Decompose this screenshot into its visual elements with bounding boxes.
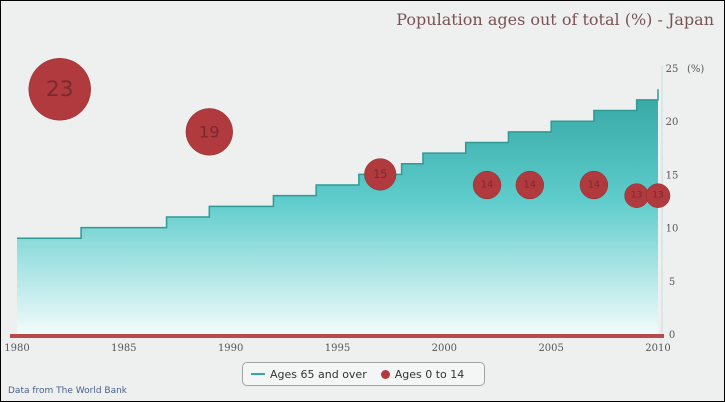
bubble-data-label: 15 <box>373 168 387 181</box>
chart-title: Population ages out of total (%) - Japan <box>396 10 714 29</box>
y-tick-label: 5 <box>669 277 675 288</box>
area-fill-ages-65 <box>17 89 658 334</box>
chart-legend: Ages 65 and over Ages 0 to 14 <box>242 362 485 386</box>
legend-label-ages-0-14: Ages 0 to 14 <box>394 367 465 381</box>
y-tick-label: 15 <box>666 170 679 181</box>
x-tick-label: 1995 <box>325 343 350 354</box>
y-tick-label: 25 <box>666 64 679 75</box>
bubble-point[interactable] <box>579 170 609 200</box>
bubble-data-label: 19 <box>199 122 220 141</box>
x-tick-label: 2010 <box>645 343 670 354</box>
x-tick-label: 1985 <box>111 343 136 354</box>
bubble-point[interactable] <box>645 183 671 208</box>
x-tick-label: 1990 <box>218 343 243 354</box>
bubble-point[interactable] <box>472 170 502 200</box>
y-tick-label: 20 <box>666 117 679 128</box>
area-line-ages-65[interactable] <box>17 89 659 239</box>
bubble-data-label: 13 <box>631 191 642 201</box>
x-tick-label: 1980 <box>4 343 29 354</box>
bubble-point[interactable] <box>364 158 397 191</box>
legend-line-icon <box>251 373 265 375</box>
x-tick-label: 2005 <box>538 343 563 354</box>
bubble-data-label: 23 <box>46 77 74 102</box>
y-tick-label: 10 <box>666 224 679 235</box>
legend-item-ages-65[interactable]: Ages 65 and over <box>251 368 367 381</box>
bubble-point[interactable] <box>515 170 544 200</box>
x-tick-label: 2000 <box>432 343 457 354</box>
bubble-data-label: 14 <box>524 180 536 191</box>
legend-label-ages-65: Ages 65 and over <box>270 367 367 381</box>
x-axis-line <box>10 334 664 338</box>
bubble-data-label: 13 <box>652 191 663 201</box>
bubble-data-label: 14 <box>481 180 493 191</box>
legend-item-ages-0-14[interactable]: Ages 0 to 14 <box>380 367 465 381</box>
legend-dot-icon <box>380 369 390 379</box>
chart-credits[interactable]: Data from The World Bank <box>8 386 128 396</box>
bubble-point[interactable] <box>185 108 233 156</box>
y-tick-label: 0 <box>669 330 675 341</box>
bubble-data-label: 14 <box>588 180 600 191</box>
bubble-point[interactable] <box>28 58 91 121</box>
y-unit-label: (%) <box>687 64 704 75</box>
